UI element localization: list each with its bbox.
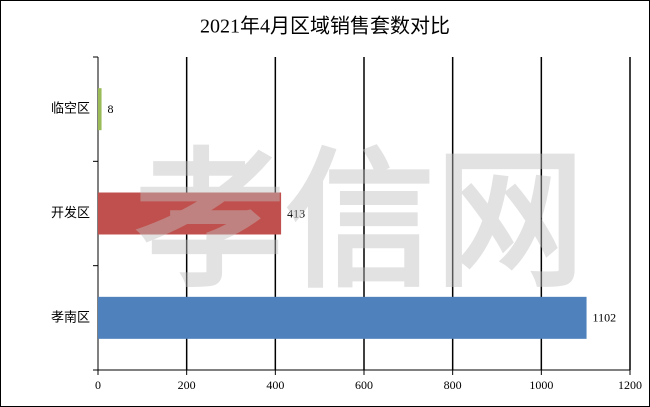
x-tick-label: 400 (266, 378, 284, 392)
value-label: 1102 (593, 311, 617, 325)
x-tick-label: 800 (444, 378, 462, 392)
chart-title: 2021年4月区域销售套数对比 (200, 15, 450, 38)
y-tick-label: 孝南区 (51, 309, 90, 325)
value-label: 8 (108, 102, 114, 116)
bar (98, 192, 282, 235)
x-tick-label: 200 (178, 378, 196, 392)
y-tick-label: 开发区 (51, 205, 90, 221)
bar (98, 88, 102, 131)
x-tick-label: 600 (355, 378, 373, 392)
bar (98, 296, 587, 339)
x-tick-label: 1000 (529, 378, 553, 392)
x-tick-label: 1200 (618, 378, 642, 392)
value-label: 413 (287, 206, 305, 220)
y-tick-label: 临空区 (51, 102, 90, 117)
watermark: 孝信网 (135, 135, 585, 309)
x-tick-label: 0 (95, 378, 101, 392)
